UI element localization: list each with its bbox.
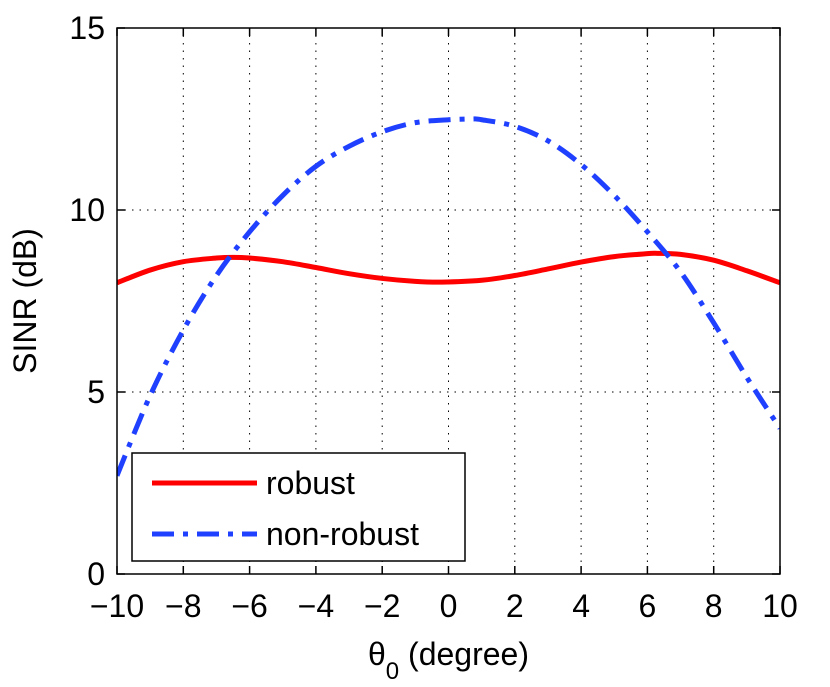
y-tick-label: 10 <box>69 192 105 228</box>
axis-ticks: −10 −8 −6 −4 −2 0 2 4 6 8 10 0 5 10 15 <box>69 10 797 624</box>
x-tick-label: 8 <box>705 588 723 624</box>
x-tick-label: 0 <box>440 588 458 624</box>
x-tick-label: −10 <box>90 588 144 624</box>
x-axis-title: θ0 (degree) <box>368 636 529 685</box>
x-tick-label: 6 <box>639 588 657 624</box>
y-tick-label: 0 <box>87 556 105 592</box>
x-tick-label: −6 <box>231 588 267 624</box>
series-line-non-robust <box>117 116 780 477</box>
legend-label-non-robust: non-robust <box>266 516 419 552</box>
x-tick-label: 4 <box>572 588 590 624</box>
y-tick-label: 15 <box>69 10 105 46</box>
legend-box <box>131 452 466 562</box>
legend-label-robust: robust <box>266 465 355 501</box>
x-tick-label: −8 <box>165 588 201 624</box>
legend: robust non-robust <box>131 452 466 562</box>
x-tick-label: −4 <box>298 588 334 624</box>
y-axis-title: SINR (dB) <box>7 228 43 374</box>
x-tick-label: 10 <box>762 588 798 624</box>
series-layer <box>117 116 780 477</box>
y-tick-label: 5 <box>87 374 105 410</box>
x-tick-label: −2 <box>364 588 400 624</box>
x-axis-title-subscript: 0 <box>386 658 399 685</box>
x-axis-title-suffix: (degree) <box>399 636 529 672</box>
x-tick-label: 2 <box>506 588 524 624</box>
x-axis-title-symbol: θ <box>368 636 386 672</box>
